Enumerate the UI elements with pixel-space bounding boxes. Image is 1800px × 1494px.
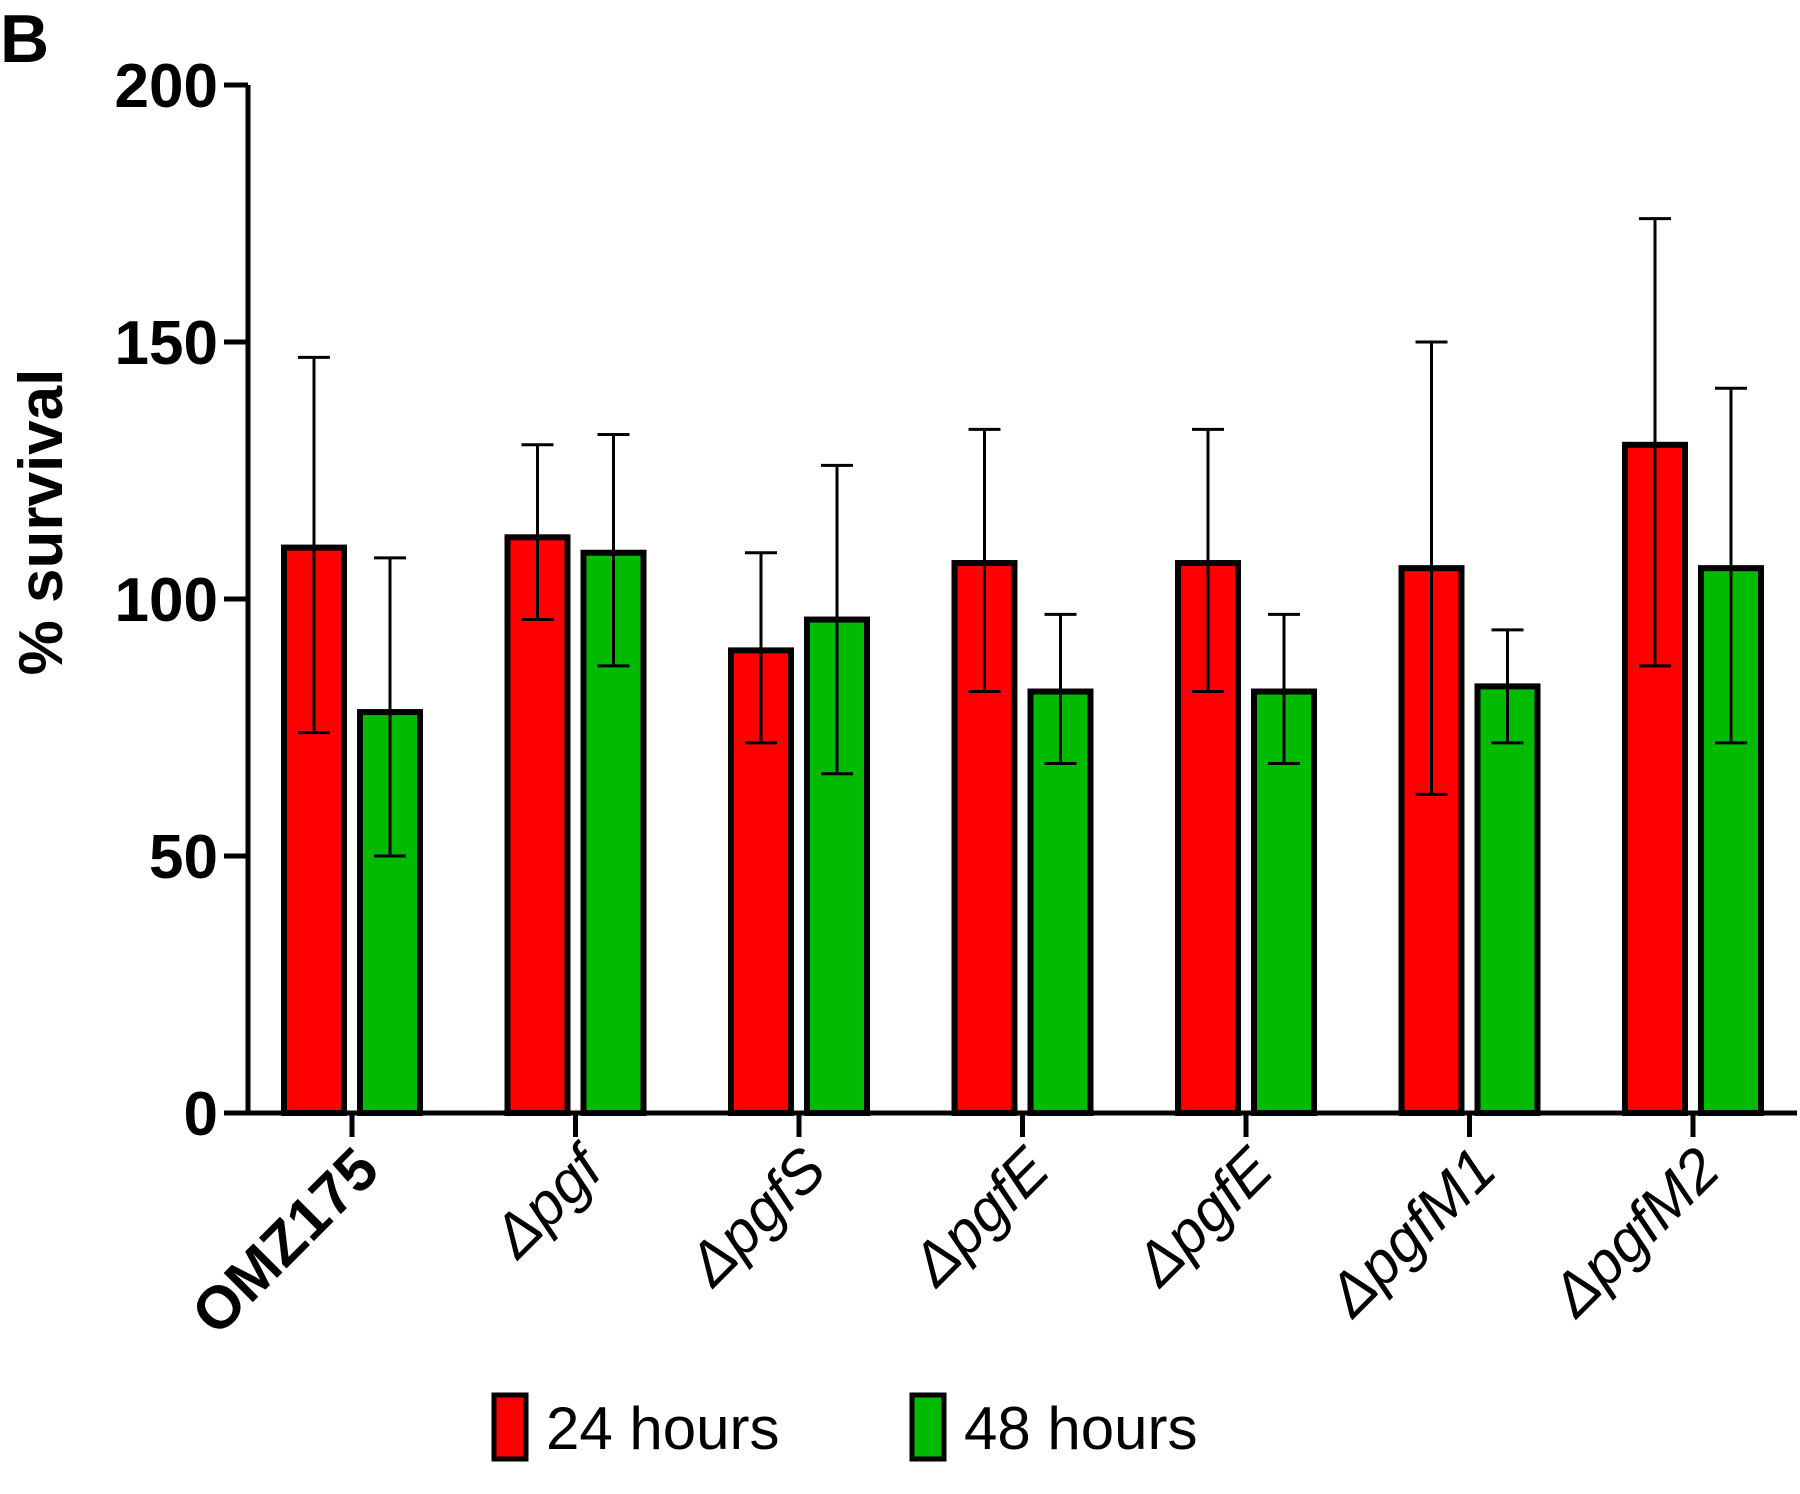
panel-label: B	[0, 1, 49, 77]
y-axis: 0 50 100 150 200	[115, 52, 251, 1149]
y-tick-label: 100	[115, 566, 218, 635]
category-label: ΔpgfE	[897, 1134, 1062, 1299]
x-axis	[248, 1110, 1797, 1137]
bars	[281, 441, 1764, 1117]
category-label: ΔpgfE	[1121, 1134, 1286, 1299]
category-label: ΔpgfM1	[1314, 1135, 1509, 1330]
category-label: ΔpgfS	[674, 1135, 839, 1300]
y-tick-label: 200	[115, 52, 218, 121]
bar-a	[504, 534, 571, 1116]
legend-swatch	[909, 1392, 947, 1462]
category-label: Δpgf	[478, 1131, 618, 1271]
y-tick-label: 150	[115, 309, 218, 378]
category-label: ΔpgfM2	[1537, 1135, 1732, 1330]
bar-b	[1474, 683, 1541, 1116]
category-label: OMZ175	[179, 1135, 391, 1347]
legend-label: 24 hours	[546, 1395, 780, 1462]
bar-b	[580, 549, 647, 1116]
y-axis-label: % survival	[7, 369, 76, 676]
error-bars	[298, 217, 1747, 858]
legend-swatch	[491, 1392, 529, 1462]
y-tick-label: 0	[184, 1080, 218, 1149]
y-tick-label: 50	[149, 823, 218, 892]
legend: 24 hours 48 hours	[491, 1392, 1198, 1462]
bar-a	[281, 544, 347, 1116]
category-labels: OMZ175 Δpgf ΔpgfS ΔpgfE ΔpgfE ΔpgfM1 ΔpgfM2	[179, 1131, 1732, 1347]
legend-label: 48 hours	[964, 1395, 1198, 1462]
